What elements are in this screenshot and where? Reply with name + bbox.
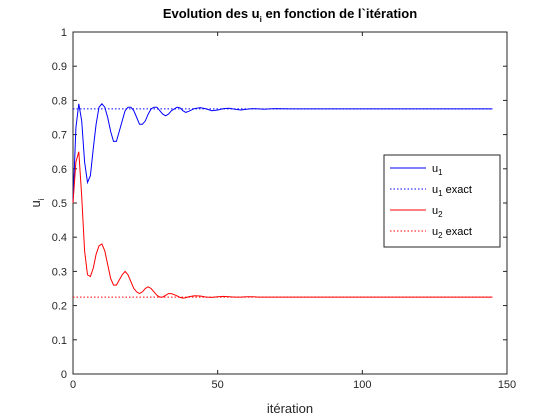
y-tick-label: 0.5 — [52, 198, 67, 210]
legend-label-u1_exact: u1 exact — [432, 184, 472, 198]
legend-label-u1: u1 — [432, 163, 443, 177]
x-axis-label: itération — [267, 401, 313, 416]
legend-label-u2_exact: u2 exact — [432, 226, 472, 240]
y-tick-label: 0.6 — [52, 164, 67, 176]
y-tick-label: 0.3 — [52, 266, 67, 278]
y-tick-label: 1 — [61, 27, 67, 39]
legend-box — [383, 154, 501, 248]
x-tick-label: 150 — [498, 379, 516, 391]
axis-tick-labels: 0 50 100 150 0 0.1 0.2 0.3 0.4 0.5 0.6 0.7 0.8 0.9 1 — [52, 27, 516, 391]
y-axis-label: ui — [28, 198, 46, 207]
x-tick-label: 50 — [212, 379, 224, 391]
x-tick-label: 100 — [353, 379, 371, 391]
y-tick-label: 0.8 — [52, 95, 67, 107]
series-layer — [72, 103, 493, 299]
chart-title: Evolution des ui en fonction de l`itérat… — [163, 6, 417, 24]
legend-label-u2: u2 — [432, 205, 443, 219]
y-tick-label: 0 — [61, 369, 67, 381]
y-tick-label: 0.7 — [52, 130, 67, 142]
y-tick-label: 0.1 — [52, 335, 67, 347]
axis-ticks — [72, 31, 508, 375]
legend: u1 u1 exact u2 u2 exact — [383, 154, 501, 248]
x-tick-label: 0 — [70, 379, 76, 391]
y-tick-label: 0.4 — [52, 232, 67, 244]
y-tick-label: 0.9 — [52, 61, 67, 73]
y-tick-label: 0.2 — [52, 301, 67, 313]
